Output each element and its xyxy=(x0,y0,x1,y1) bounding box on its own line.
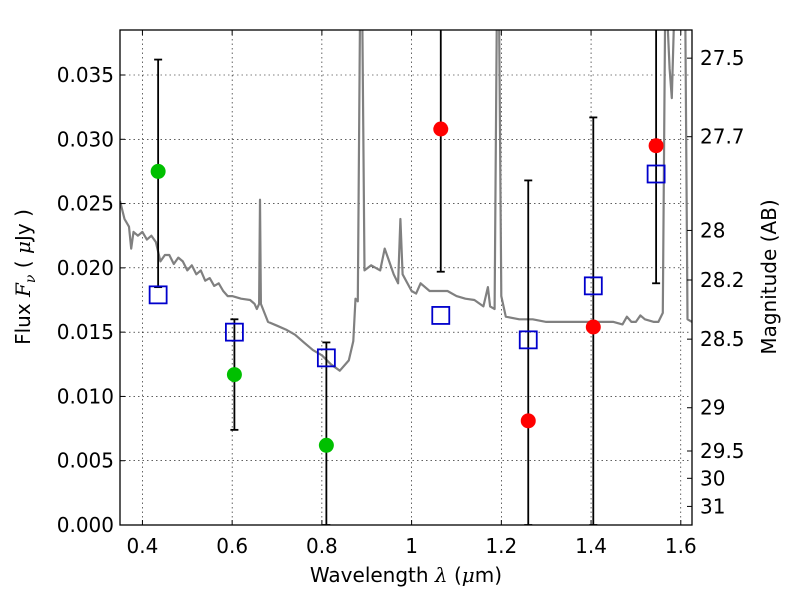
y-tick-label: 0.000 xyxy=(57,513,114,537)
y-axis-label-mu: μ xyxy=(11,241,35,254)
model-flux-square xyxy=(316,348,336,368)
y-tick-label: 0.025 xyxy=(57,192,114,216)
y-tick-label: 0.005 xyxy=(57,449,114,473)
y-tick-label: 0.035 xyxy=(57,63,114,87)
y2-tick-label: 28.2 xyxy=(700,268,745,292)
y-tick-label: 0.010 xyxy=(57,384,114,408)
x-tick-label: 0.4 xyxy=(127,534,159,558)
y-tick-label: 0.020 xyxy=(57,256,114,280)
model-flux-square xyxy=(148,285,168,305)
x-axis-label-symbol: λ xyxy=(434,563,448,587)
x-tick-label: 1.2 xyxy=(485,534,517,558)
y2-tick-label: 28.5 xyxy=(700,327,745,351)
y2-tick-label: 29.5 xyxy=(700,439,745,463)
flux-point xyxy=(433,121,449,137)
flux-point xyxy=(585,319,601,335)
y2-tick-label: 31 xyxy=(700,494,725,518)
flux-point xyxy=(318,437,334,453)
x-tick-label: 1.6 xyxy=(665,534,697,558)
y-tick-label: 0.030 xyxy=(57,127,114,151)
plot-area xyxy=(120,30,692,525)
x-axis-label-main: Wavelength xyxy=(310,563,435,587)
y2-tick-label: 29 xyxy=(700,396,725,420)
template-spectrum-line xyxy=(120,30,692,372)
x-tick-label: 1 xyxy=(405,534,418,558)
model-flux-square xyxy=(431,306,451,325)
model-flux-square xyxy=(224,322,244,342)
x-tick-label: 0.8 xyxy=(306,534,338,558)
x-axis-label-unit: μ xyxy=(462,563,475,587)
y-axis-label-f: F xyxy=(11,282,35,298)
model-flux-square xyxy=(518,330,538,350)
y2-tick-label: 28 xyxy=(700,218,725,242)
model-flux-square xyxy=(583,276,603,296)
y2-axis-label: Magnitude (AB) xyxy=(757,199,781,354)
y-axis-label: Flux Fν ( μJy ) xyxy=(11,209,39,345)
axis-ticks: 0.4 0.6 0.8 1 1.2 1.4 1.6 0.000 0.005 0.010 0.015 0… xyxy=(57,30,745,558)
x-axis-label-unit-rest: m) xyxy=(475,563,502,587)
x-tick-label: 1.4 xyxy=(575,534,607,558)
flux-point xyxy=(150,163,166,179)
x-tick-label: 0.6 xyxy=(216,534,248,558)
y-axis-label-rest: Jy ) xyxy=(11,209,35,243)
y-axis-label-paren: ( xyxy=(11,254,35,275)
plot-frame xyxy=(119,29,693,526)
flux-point xyxy=(226,367,242,383)
y2-tick-label: 30 xyxy=(700,466,725,490)
x-axis-label-paren: ( xyxy=(448,563,462,587)
y-axis-label-nu: ν xyxy=(23,274,39,283)
y2-tick-label: 27.5 xyxy=(700,46,745,70)
x-axis-label: Wavelength λ (μm) xyxy=(310,563,502,587)
flux-point xyxy=(648,138,664,154)
y2-tick-label: 27.7 xyxy=(700,125,745,149)
model-flux-square xyxy=(646,164,666,184)
y-axis-label-main: Flux xyxy=(11,297,35,345)
y-tick-label: 0.015 xyxy=(57,320,114,344)
flux-point xyxy=(520,413,536,429)
